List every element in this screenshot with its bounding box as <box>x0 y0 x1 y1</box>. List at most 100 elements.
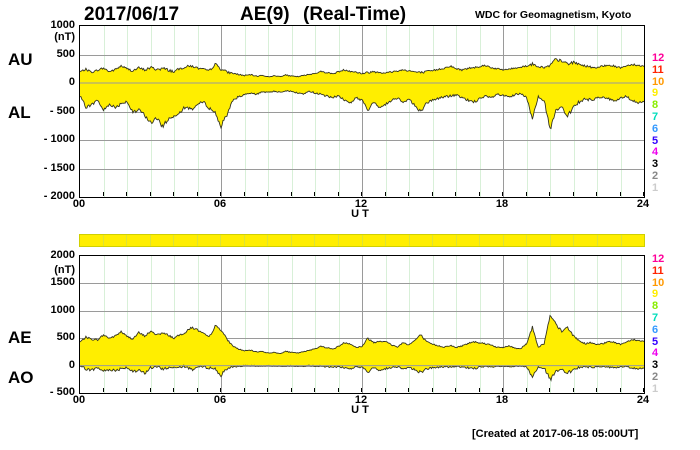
gridline-horizontal <box>80 112 644 113</box>
color-bar-hour-segment <box>574 235 599 246</box>
x-tick-mark <box>173 192 174 196</box>
x-tick-mark <box>103 388 104 392</box>
minor-gridline <box>198 256 199 393</box>
legend-level-12: 12 <box>652 52 665 64</box>
x-tick-mark <box>79 192 80 196</box>
legend-level-1: 1 <box>652 382 659 395</box>
minor-gridline <box>621 26 622 197</box>
header-date: 2017/06/17 <box>84 4 180 25</box>
x-tick-label: 24 <box>636 394 650 406</box>
x-tick-mark <box>408 388 409 392</box>
x-tick-label: 18 <box>495 394 509 406</box>
x-tick-mark <box>314 192 315 196</box>
color-bar-hour-segment <box>315 235 340 246</box>
y-tick-label: - 500 <box>49 104 75 117</box>
legend-level-12: 12 <box>652 253 665 265</box>
color-bar-hour-segment <box>503 235 528 246</box>
bottom-plot-area <box>79 255 645 394</box>
minor-gridline <box>527 256 528 393</box>
gridline-horizontal <box>80 311 644 312</box>
minor-gridline <box>268 256 269 393</box>
index-band-svg <box>80 314 644 382</box>
legend-level-4: 4 <box>652 146 659 159</box>
top-unit-label: (nT) <box>54 31 75 43</box>
top-activity-legend: 12 11 10 9 8 7 6 5 4 3 2 1 <box>652 52 676 195</box>
bottom-unit-label: (nT) <box>54 264 75 276</box>
minor-gridline <box>574 26 575 197</box>
minor-gridline <box>315 256 316 393</box>
index-trace-ae <box>80 314 644 354</box>
legend-level-3: 3 <box>652 359 659 372</box>
x-tick-mark <box>455 388 456 392</box>
minor-gridline <box>127 256 128 393</box>
color-bar-hour-segment <box>527 235 551 246</box>
legend-level-4: 4 <box>652 347 659 360</box>
gridline-vertical <box>503 26 504 197</box>
color-bar-hour-segment <box>456 235 481 246</box>
x-tick-mark <box>643 192 644 196</box>
color-bar-hour-segment <box>550 235 575 246</box>
gridline-horizontal <box>80 140 644 141</box>
x-tick-label: 00 <box>72 198 86 210</box>
y-tick-label: 2000 <box>50 249 75 261</box>
gridline-horizontal <box>80 283 644 284</box>
gridline-vertical <box>221 256 222 393</box>
gridline-horizontal <box>80 55 644 56</box>
x-tick-mark <box>479 192 480 196</box>
top-plot-area <box>79 25 645 198</box>
minor-gridline <box>433 256 434 393</box>
x-tick-mark <box>244 192 245 196</box>
index-trace-al <box>80 89 644 130</box>
y-tick-label: - 1000 <box>43 133 75 145</box>
x-tick-mark <box>526 388 527 392</box>
x-tick-mark <box>479 388 480 392</box>
legend-level-5: 5 <box>652 335 659 348</box>
x-tick-mark <box>220 192 221 196</box>
color-bar-hour-segment <box>598 235 622 246</box>
minor-gridline <box>198 26 199 197</box>
x-tick-label: 06 <box>213 198 227 210</box>
x-tick-mark <box>361 192 362 196</box>
minor-gridline <box>456 256 457 393</box>
color-bar-hour-segment <box>127 235 151 246</box>
x-tick-mark <box>455 192 456 196</box>
legend-level-10: 10 <box>652 75 665 88</box>
y-tick-label: 500 <box>56 47 75 60</box>
minor-gridline <box>339 26 340 197</box>
x-tick-label: 00 <box>72 394 86 406</box>
x-tick-mark <box>432 192 433 196</box>
color-bar-hour-segment <box>197 235 222 246</box>
legend-level-8: 8 <box>652 99 659 112</box>
series-label-ao: AO <box>8 368 34 387</box>
legend-level-3: 3 <box>652 158 659 171</box>
y-tick-label: 1000 <box>50 303 75 316</box>
x-tick-mark <box>291 192 292 196</box>
legend-level-8: 8 <box>652 300 659 313</box>
x-tick-mark <box>549 192 550 196</box>
x-tick-mark <box>502 192 503 196</box>
x-tick-mark <box>150 388 151 392</box>
color-bar-hour-segment <box>244 235 269 246</box>
series-label-al: AL <box>8 103 31 122</box>
minor-gridline <box>245 256 246 393</box>
x-tick-mark <box>291 388 292 392</box>
x-tick-mark <box>267 388 268 392</box>
color-bar-hour-segment <box>174 235 198 246</box>
y-tick-label: - 2000 <box>43 190 75 202</box>
bottom-x-axis-label: U T <box>351 404 369 416</box>
index-band-fill <box>80 58 644 129</box>
minor-gridline <box>597 256 598 393</box>
color-bar-hour-segment <box>291 235 316 246</box>
x-tick-mark <box>338 192 339 196</box>
minor-gridline <box>409 26 410 197</box>
gridline-horizontal <box>80 338 644 339</box>
y-tick-label: 0 <box>68 76 75 88</box>
color-bar-hour-segment <box>150 235 175 246</box>
minor-gridline <box>480 256 481 393</box>
y-tick-label: - 1500 <box>43 161 75 174</box>
x-tick-mark <box>103 192 104 196</box>
legend-level-1: 1 <box>652 181 659 194</box>
x-tick-mark <box>385 388 386 392</box>
minor-gridline <box>151 256 152 393</box>
